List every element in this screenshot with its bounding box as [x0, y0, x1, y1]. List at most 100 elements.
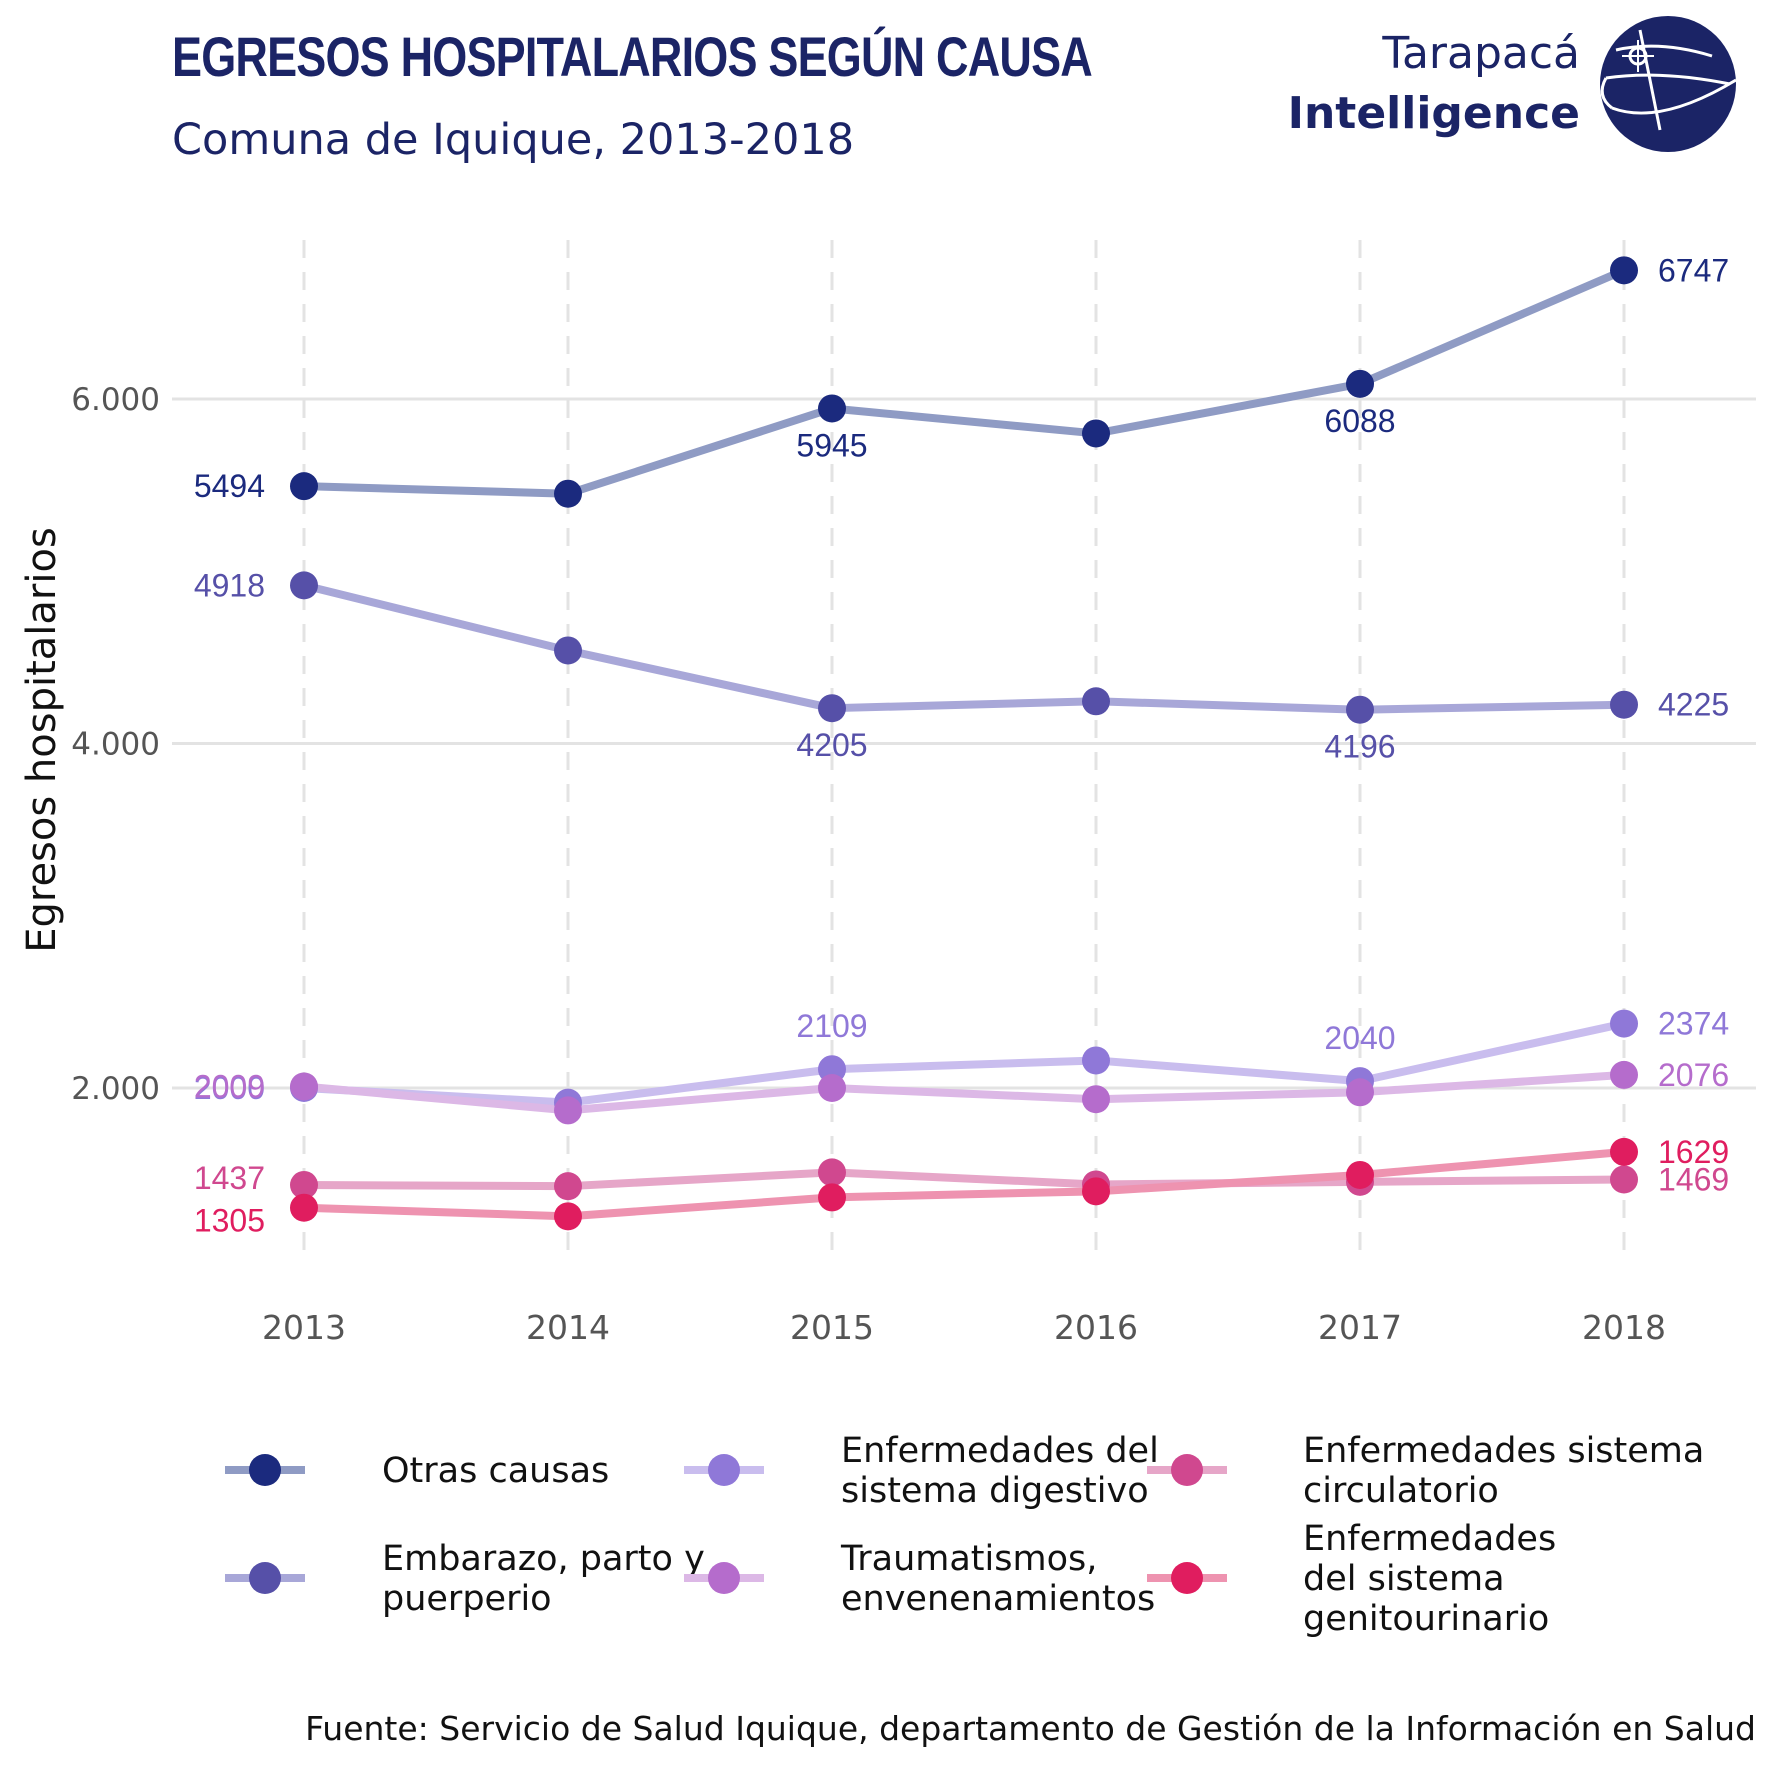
x-tick-label: 2018 [1582, 1308, 1666, 1347]
data-label: 6088 [1324, 403, 1395, 439]
x-ticks: 2013 2014 2015 2016 2017 2018 [262, 1308, 1666, 1347]
legend-marker [249, 1454, 281, 1486]
data-label: 4918 [194, 567, 265, 603]
data-point [1610, 690, 1638, 719]
data-point [290, 1193, 318, 1222]
data-label: 1629 [1658, 1134, 1729, 1170]
series-line [303, 1168, 1625, 1191]
data-label: 6747 [1658, 252, 1729, 288]
data-label: 4225 [1658, 687, 1729, 723]
legend-label: Enfermedades sistema [1303, 1431, 1704, 1471]
legend-label: Otras causas [382, 1451, 609, 1491]
legend-label: genitourinario [1303, 1599, 1549, 1639]
data-point [554, 479, 582, 508]
legend-label: del sistema [1303, 1559, 1505, 1599]
data-point [1610, 256, 1638, 285]
x-tick-label: 2015 [790, 1308, 874, 1347]
legend-label: Enfermedades [1303, 1519, 1556, 1559]
caption: Fuente: Servicio de Salud Iquique, depar… [305, 1709, 1756, 1748]
data-point [1346, 369, 1374, 398]
x-tick-label: 2014 [526, 1308, 610, 1347]
series-layer [290, 256, 1638, 1231]
y-tick-label: 4.000 [71, 727, 160, 763]
chart-title: EGRESOS HOSPITALARIOS SEGÚN CAUSA [172, 25, 1092, 88]
legend-label: Embarazo, parto y [382, 1539, 705, 1579]
data-point [554, 1096, 582, 1125]
legend-marker [708, 1562, 740, 1594]
data-point [818, 694, 846, 723]
legend-label: Traumatismos, [840, 1539, 1097, 1579]
data-label: 1305 [194, 1203, 265, 1239]
legend-label: circulatorio [1303, 1471, 1499, 1511]
logo-line1: Tarapacá [1381, 28, 1580, 79]
x-tick-label: 2013 [262, 1308, 346, 1347]
y-axis-label: Egresos hospitalarios [19, 527, 65, 953]
data-point [818, 1074, 846, 1102]
data-label: 2109 [796, 1008, 867, 1044]
y-tick-label: 2.000 [71, 1071, 160, 1107]
data-point [1610, 1009, 1638, 1038]
x-tick-label: 2017 [1318, 1308, 1402, 1347]
data-labels: 5494 5945 6088 6747 4918 4205 4196 4225 2000 2109… [194, 252, 1729, 1238]
data-label: 5945 [796, 427, 867, 463]
legend-marker [1171, 1454, 1203, 1486]
data-label: 2040 [1324, 1020, 1395, 1056]
data-label: 2374 [1658, 1006, 1729, 1042]
data-point [290, 571, 318, 600]
data-point [290, 1170, 318, 1199]
data-label: 1469 [1658, 1161, 1729, 1197]
data-label: 2000 [194, 1070, 265, 1106]
data-point [1082, 1046, 1110, 1075]
legend-marker [708, 1454, 740, 1486]
series-line [303, 266, 1626, 498]
data-point [1610, 1060, 1638, 1089]
y-tick-label: 6.000 [71, 382, 160, 418]
data-point [1082, 1085, 1110, 1114]
data-point [1346, 695, 1374, 724]
data-label: 2009 [194, 1068, 265, 1104]
chart-subtitle: Comuna de Iquique, 2013-2018 [172, 115, 854, 165]
data-point [818, 394, 846, 423]
series-line [303, 1070, 1625, 1115]
legend-label: puerperio [382, 1579, 552, 1619]
data-point [554, 636, 582, 665]
data-point [1082, 419, 1110, 448]
legend-label: sistema digestivo [841, 1471, 1149, 1511]
data-label: 1437 [194, 1160, 265, 1196]
data-point [1346, 1078, 1374, 1107]
data-label: 4196 [1324, 729, 1395, 765]
data-label: 4205 [796, 727, 867, 763]
series-line [303, 581, 1625, 714]
data-point [1346, 1160, 1374, 1189]
x-tick-label: 2016 [1054, 1308, 1138, 1347]
logo-line2: Intelligence [1288, 88, 1580, 139]
data-label: 5494 [194, 468, 265, 504]
data-point [1610, 1165, 1638, 1194]
legend-marker [249, 1562, 281, 1594]
legend-item: Otras causas [225, 1451, 609, 1491]
logo-globe-icon [1600, 16, 1737, 152]
data-label: 2076 [1658, 1057, 1729, 1093]
legend-item: Traumatismos,envenenamientos [684, 1539, 1155, 1619]
legend-label: Enfermedades del [841, 1431, 1159, 1471]
data-point [1082, 1177, 1110, 1206]
series-line [303, 1147, 1625, 1221]
series-line [303, 1019, 1625, 1107]
data-point [818, 1158, 846, 1187]
data-point [818, 1183, 846, 1212]
y-ticks: 2.000 4.000 6.000 [71, 382, 160, 1107]
data-point [290, 1072, 318, 1101]
data-point [1610, 1137, 1638, 1166]
legend-marker [1171, 1562, 1203, 1594]
logo: Tarapacá Intelligence [1288, 16, 1737, 152]
data-point [554, 1172, 582, 1201]
data-point [554, 1202, 582, 1231]
legend-label: envenenamientos [841, 1579, 1155, 1619]
data-point [1082, 687, 1110, 716]
